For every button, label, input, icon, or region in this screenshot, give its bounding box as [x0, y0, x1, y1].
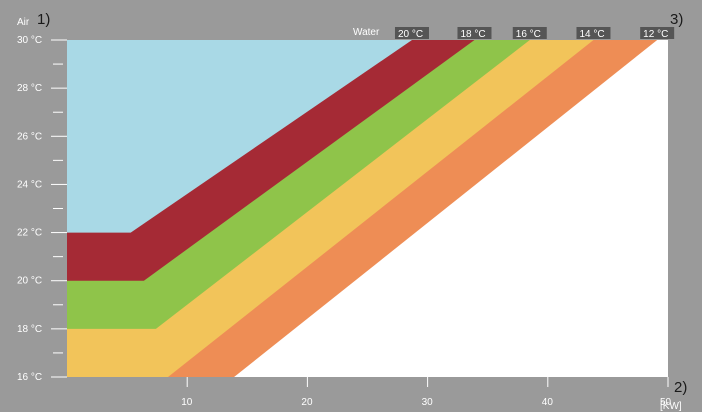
- x-tick-label: 30: [422, 397, 434, 408]
- water-label: Water: [353, 27, 380, 38]
- water-label-tag: [640, 27, 675, 39]
- x-tick-label: 50: [660, 397, 672, 408]
- region-below-20: [67, 40, 412, 233]
- axes: Air [KW] 1) 2) 3) Water 10 20 30 40 50 16 °C 1…: [17, 11, 687, 412]
- y-tick-label: 26 °C: [17, 131, 42, 142]
- y-tick-label: 24 °C: [17, 179, 42, 190]
- y-tick-label: 22 °C: [17, 228, 42, 239]
- water-label-tag: [512, 27, 547, 39]
- series-label: 12 °C: [643, 29, 668, 40]
- y-tick-label: 28 °C: [17, 83, 42, 94]
- plot-area: [67, 40, 668, 377]
- y-axis-label: Air: [17, 17, 30, 28]
- y-tick-label: 18 °C: [17, 324, 42, 335]
- corner-label-1: 1): [37, 11, 50, 28]
- x-tick-label: 20: [301, 397, 313, 408]
- corner-label-2: 2): [674, 379, 687, 396]
- water-label-tag: [457, 27, 492, 39]
- series-label: 16 °C: [516, 29, 541, 40]
- series-label: 18 °C: [460, 29, 485, 40]
- y-tick-label: 16 °C: [17, 372, 42, 383]
- series-label: 14 °C: [579, 29, 604, 40]
- x-tick-label: 40: [542, 397, 554, 408]
- corner-label-3: 3): [670, 11, 683, 28]
- y-tick-label: 20 °C: [17, 276, 42, 287]
- water-label-tag: [394, 27, 429, 39]
- y-tick-label: 30 °C: [17, 35, 42, 46]
- x-tick-label: 10: [181, 397, 193, 408]
- x-axis-label: [KW]: [660, 401, 682, 412]
- series-label: 20 °C: [398, 29, 423, 40]
- water-label-tag: [576, 27, 611, 39]
